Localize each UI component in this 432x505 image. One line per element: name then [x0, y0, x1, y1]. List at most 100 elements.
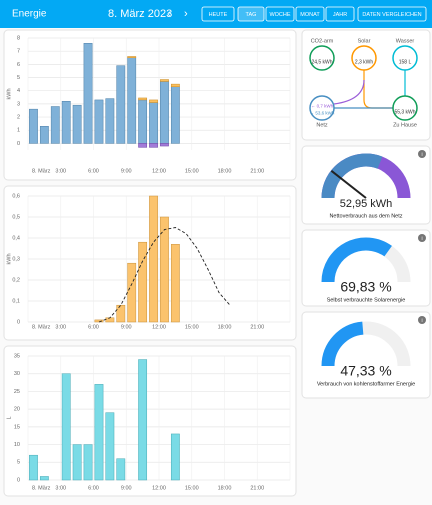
y-tick-label: 0	[17, 141, 20, 147]
gauge-value: 52,95 kWh	[340, 198, 393, 210]
period-button-label: WOCHE	[269, 12, 290, 18]
bar	[105, 317, 115, 323]
next[interactable]: ›	[184, 8, 188, 20]
x-tick-label: 9:00	[121, 485, 132, 491]
gauge-title: Nettoverbrauch aus dem Netz	[329, 213, 402, 219]
x-tick-label: 18:00	[218, 168, 232, 174]
period-button-label: TAG	[246, 12, 257, 18]
bar	[116, 65, 126, 144]
x-tick-label: 12:00	[152, 485, 166, 491]
y-tick-label: 35	[14, 353, 20, 359]
bar	[39, 476, 49, 481]
period-button-label: HEUTE	[209, 12, 228, 18]
info-icon[interactable]	[418, 234, 426, 242]
flow-node	[351, 45, 377, 71]
bar	[138, 359, 148, 481]
bar	[149, 195, 158, 323]
compare-button[interactable]	[357, 6, 427, 22]
y-axis-label: kWh	[6, 89, 12, 100]
card	[301, 229, 431, 307]
y-tick-label: 7	[17, 49, 20, 55]
bar	[83, 444, 93, 481]
y-tick-label: 10	[14, 442, 20, 448]
flow-node-label: Zu Hause	[393, 122, 417, 128]
period-button[interactable]	[265, 6, 295, 22]
flow-lines	[333, 70, 406, 109]
x-tick-label: 21:00	[250, 168, 264, 174]
bar	[61, 100, 71, 144]
flow-node-value: → 53,6 kWh	[310, 111, 335, 116]
flow-node	[309, 95, 335, 121]
y-tick-label: 4	[17, 88, 20, 94]
y-tick-label: 20	[14, 407, 20, 413]
info-icon[interactable]	[418, 150, 426, 158]
bar	[39, 126, 49, 144]
x-tick-label: 15:00	[185, 324, 199, 330]
bar	[127, 262, 137, 323]
bar	[50, 106, 60, 144]
y-tick-label: 3	[17, 101, 20, 107]
info-icon[interactable]	[418, 316, 426, 324]
flow-node-value: 55,3 kWh	[394, 109, 415, 115]
energy-flow: CO2-arm 24,5 kWh Solar 2,3 kWh Wasser 158 L Ne…	[309, 38, 418, 128]
gauge-value: 47,33 %	[340, 363, 391, 379]
bar	[83, 43, 93, 144]
bar	[170, 433, 180, 481]
y-tick-label: 0,3	[12, 256, 20, 262]
period-button[interactable]	[237, 6, 265, 22]
bar	[94, 319, 104, 323]
top-bar	[0, 0, 432, 28]
bar	[72, 444, 82, 481]
bar	[116, 304, 126, 323]
bar	[72, 104, 82, 144]
y-tick-label: 1	[17, 128, 20, 134]
gauge-title: Verbrauch von kohlenstoffarmer Energie	[317, 381, 415, 387]
x-tick-label: 12:00	[152, 324, 166, 330]
info-icon-glyph: i	[421, 318, 422, 324]
bar	[116, 458, 126, 481]
bar	[160, 216, 169, 323]
gauge-arc	[321, 153, 383, 199]
y-tick-label: 5	[17, 75, 20, 81]
period-button[interactable]	[325, 6, 355, 22]
gauge-value: 69,83 %	[340, 279, 391, 295]
bar	[138, 241, 148, 323]
x-tick-label: 15:00	[185, 485, 199, 491]
y-tick-label: 0,5	[12, 214, 20, 220]
gauge-title: Selbst verbrauchte Solarenergie	[327, 297, 406, 303]
bar	[29, 454, 38, 481]
y-tick-label: 30	[14, 371, 20, 377]
x-tick-label: 9:00	[121, 168, 132, 174]
flow-node-label: CO2-arm	[311, 38, 334, 44]
flow-node	[392, 45, 418, 71]
x-tick-label: 8. März	[32, 485, 51, 491]
bar	[94, 99, 104, 144]
prev[interactable]: ‹	[167, 8, 171, 20]
card	[3, 345, 297, 497]
bar	[149, 102, 158, 144]
period-button[interactable]	[295, 6, 325, 22]
date: 8. März 2023	[108, 8, 172, 20]
x-tick-label: 3:00	[55, 324, 66, 330]
period-button-label: JAHR	[333, 12, 347, 18]
flow-node-value: 24,5 kWh	[311, 59, 332, 65]
bar	[29, 108, 38, 144]
card	[301, 311, 431, 399]
flow-node-value: ← 0,7 kWh	[311, 104, 334, 109]
y-tick-label: 2	[17, 115, 20, 121]
y-tick-label: 0,2	[12, 277, 20, 283]
x-tick-label: 8. März	[32, 324, 51, 330]
bar	[149, 143, 158, 148]
bar	[170, 244, 180, 323]
period-button[interactable]	[201, 6, 235, 22]
bar	[160, 81, 169, 144]
bar	[138, 143, 148, 148]
bar	[138, 99, 148, 144]
bar	[127, 57, 137, 144]
compare-button-label: DATEN VERGLEICHEN	[362, 12, 421, 18]
x-tick-label: 15:00	[185, 168, 199, 174]
y-axis-label: L	[6, 416, 12, 419]
gauge-arc	[321, 321, 364, 367]
y-axis-label: kWh	[6, 254, 12, 265]
